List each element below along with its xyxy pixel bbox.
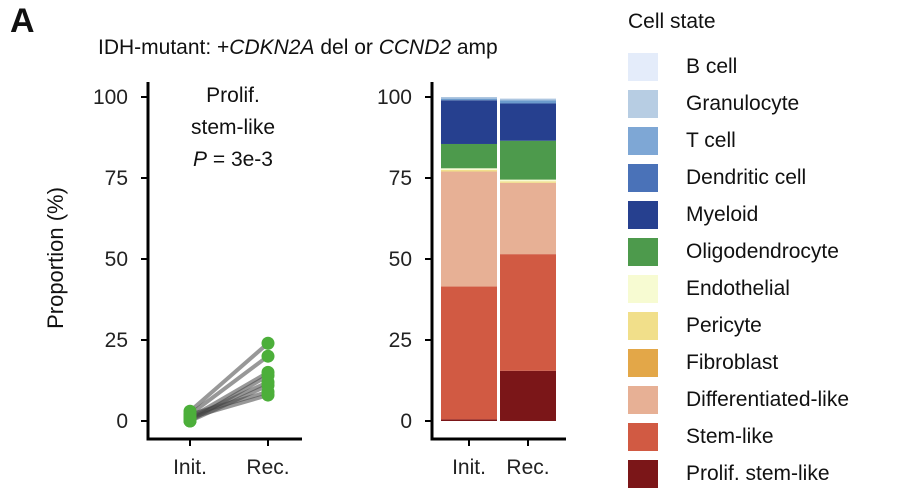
bar-segment	[500, 254, 556, 371]
legend-swatch	[628, 423, 658, 451]
bar-segment	[441, 168, 497, 170]
pair-line	[188, 354, 270, 417]
data-point-rec	[261, 388, 275, 402]
bar-segment	[500, 181, 556, 183]
legend-label: B cell	[686, 55, 738, 78]
pair-line	[188, 341, 270, 414]
bar-segment	[441, 98, 497, 101]
y-tick-label: 50	[105, 248, 128, 271]
legend-item: Differentiated-like	[628, 386, 849, 414]
y-tick-label: 50	[389, 248, 412, 271]
bar-segment	[441, 97, 497, 99]
legend-swatch	[628, 201, 658, 229]
data-point-rec	[261, 336, 275, 350]
legend-label: Pericyte	[686, 314, 762, 337]
bar-segment	[500, 103, 556, 141]
legend-swatch	[628, 164, 658, 192]
legend-label: Dendritic cell	[686, 166, 807, 189]
legend-item: Oligodendrocyte	[628, 238, 839, 266]
bar-segment	[441, 169, 497, 172]
legend-item: Prolif. stem-like	[628, 460, 830, 488]
legend-item: Fibroblast	[628, 349, 778, 377]
title-gene-1: CDKN2A	[229, 36, 315, 59]
legend-swatch	[628, 275, 658, 303]
bar-segment	[500, 100, 556, 104]
bar-segment	[441, 419, 497, 421]
legend-item: B cell	[628, 53, 737, 81]
legend-label: Endothelial	[686, 277, 790, 300]
annotation-p-value: P = 3e-3	[148, 146, 318, 174]
legend-label: Differentiated-like	[686, 388, 850, 411]
legend-label: Oligodendrocyte	[686, 240, 839, 263]
legend-label: Prolif. stem-like	[686, 462, 830, 485]
y-tick-label: 25	[389, 329, 412, 352]
legend-swatch	[628, 238, 658, 266]
y-tick-label: 25	[105, 329, 128, 352]
x-tick-label: Init.	[452, 456, 486, 479]
legend-swatch	[628, 349, 658, 377]
legend-swatch	[628, 90, 658, 118]
data-point-rec	[261, 349, 275, 363]
legend-label: Stem-like	[686, 425, 774, 448]
legend-swatch	[628, 312, 658, 340]
panel-label: A	[10, 2, 35, 40]
bar-segment	[441, 143, 497, 169]
bar-segment	[500, 140, 556, 180]
title-gene-2: CCND2	[378, 36, 452, 59]
title-suffix: amp	[451, 36, 498, 59]
y-tick-label: 100	[377, 86, 412, 109]
legend-label: Myeloid	[686, 203, 759, 226]
legend-label: Fibroblast	[686, 351, 779, 374]
x-tick-label: Init.	[173, 456, 207, 479]
p-value-text: = 3e-3	[207, 148, 273, 171]
legend-swatch	[628, 460, 658, 488]
y-tick-label: 75	[105, 167, 128, 190]
legend-swatch	[628, 53, 658, 81]
p-symbol: P	[193, 148, 208, 171]
bar-segment	[441, 286, 497, 420]
x-tick-label: Rec.	[506, 456, 549, 479]
bar-segment	[500, 370, 556, 421]
legend-label: Granulocyte	[686, 92, 800, 115]
annotation-line-2: stem-like	[190, 116, 275, 139]
legend-item: Granulocyte	[628, 90, 799, 118]
bar-segment	[500, 182, 556, 255]
legend-swatch	[628, 127, 658, 155]
legend-item: Pericyte	[628, 312, 762, 340]
x-tick-label: Rec.	[246, 456, 289, 479]
data-point-init	[183, 411, 197, 425]
bar-segment	[441, 100, 497, 144]
bar-segment	[441, 171, 497, 287]
annotation-line-1: Prolif.	[206, 84, 260, 107]
legend-item: T cell	[628, 127, 736, 155]
legend-label: T cell	[686, 129, 736, 152]
title-prefix: IDH-mutant: +	[98, 36, 230, 59]
legend-item: Endothelial	[628, 275, 790, 303]
title-mid: del or	[314, 36, 379, 59]
legend-item: Dendritic cell	[628, 164, 806, 192]
legend-item: Stem-like	[628, 423, 774, 451]
legend-title: Cell state	[628, 10, 716, 33]
legend-item: Myeloid	[628, 201, 758, 229]
pair-line	[188, 389, 270, 417]
y-tick-label: 0	[116, 410, 128, 433]
legend-swatch	[628, 386, 658, 414]
bar-segment	[500, 98, 556, 101]
y-tick-label: 0	[400, 410, 412, 433]
bar-segment	[500, 179, 556, 182]
figure-title: IDH-mutant: +CDKN2A del or CCND2 amp	[98, 36, 498, 60]
y-tick-label: 100	[93, 86, 128, 109]
y-tick-label: 75	[389, 167, 412, 190]
pair-line	[188, 393, 270, 420]
